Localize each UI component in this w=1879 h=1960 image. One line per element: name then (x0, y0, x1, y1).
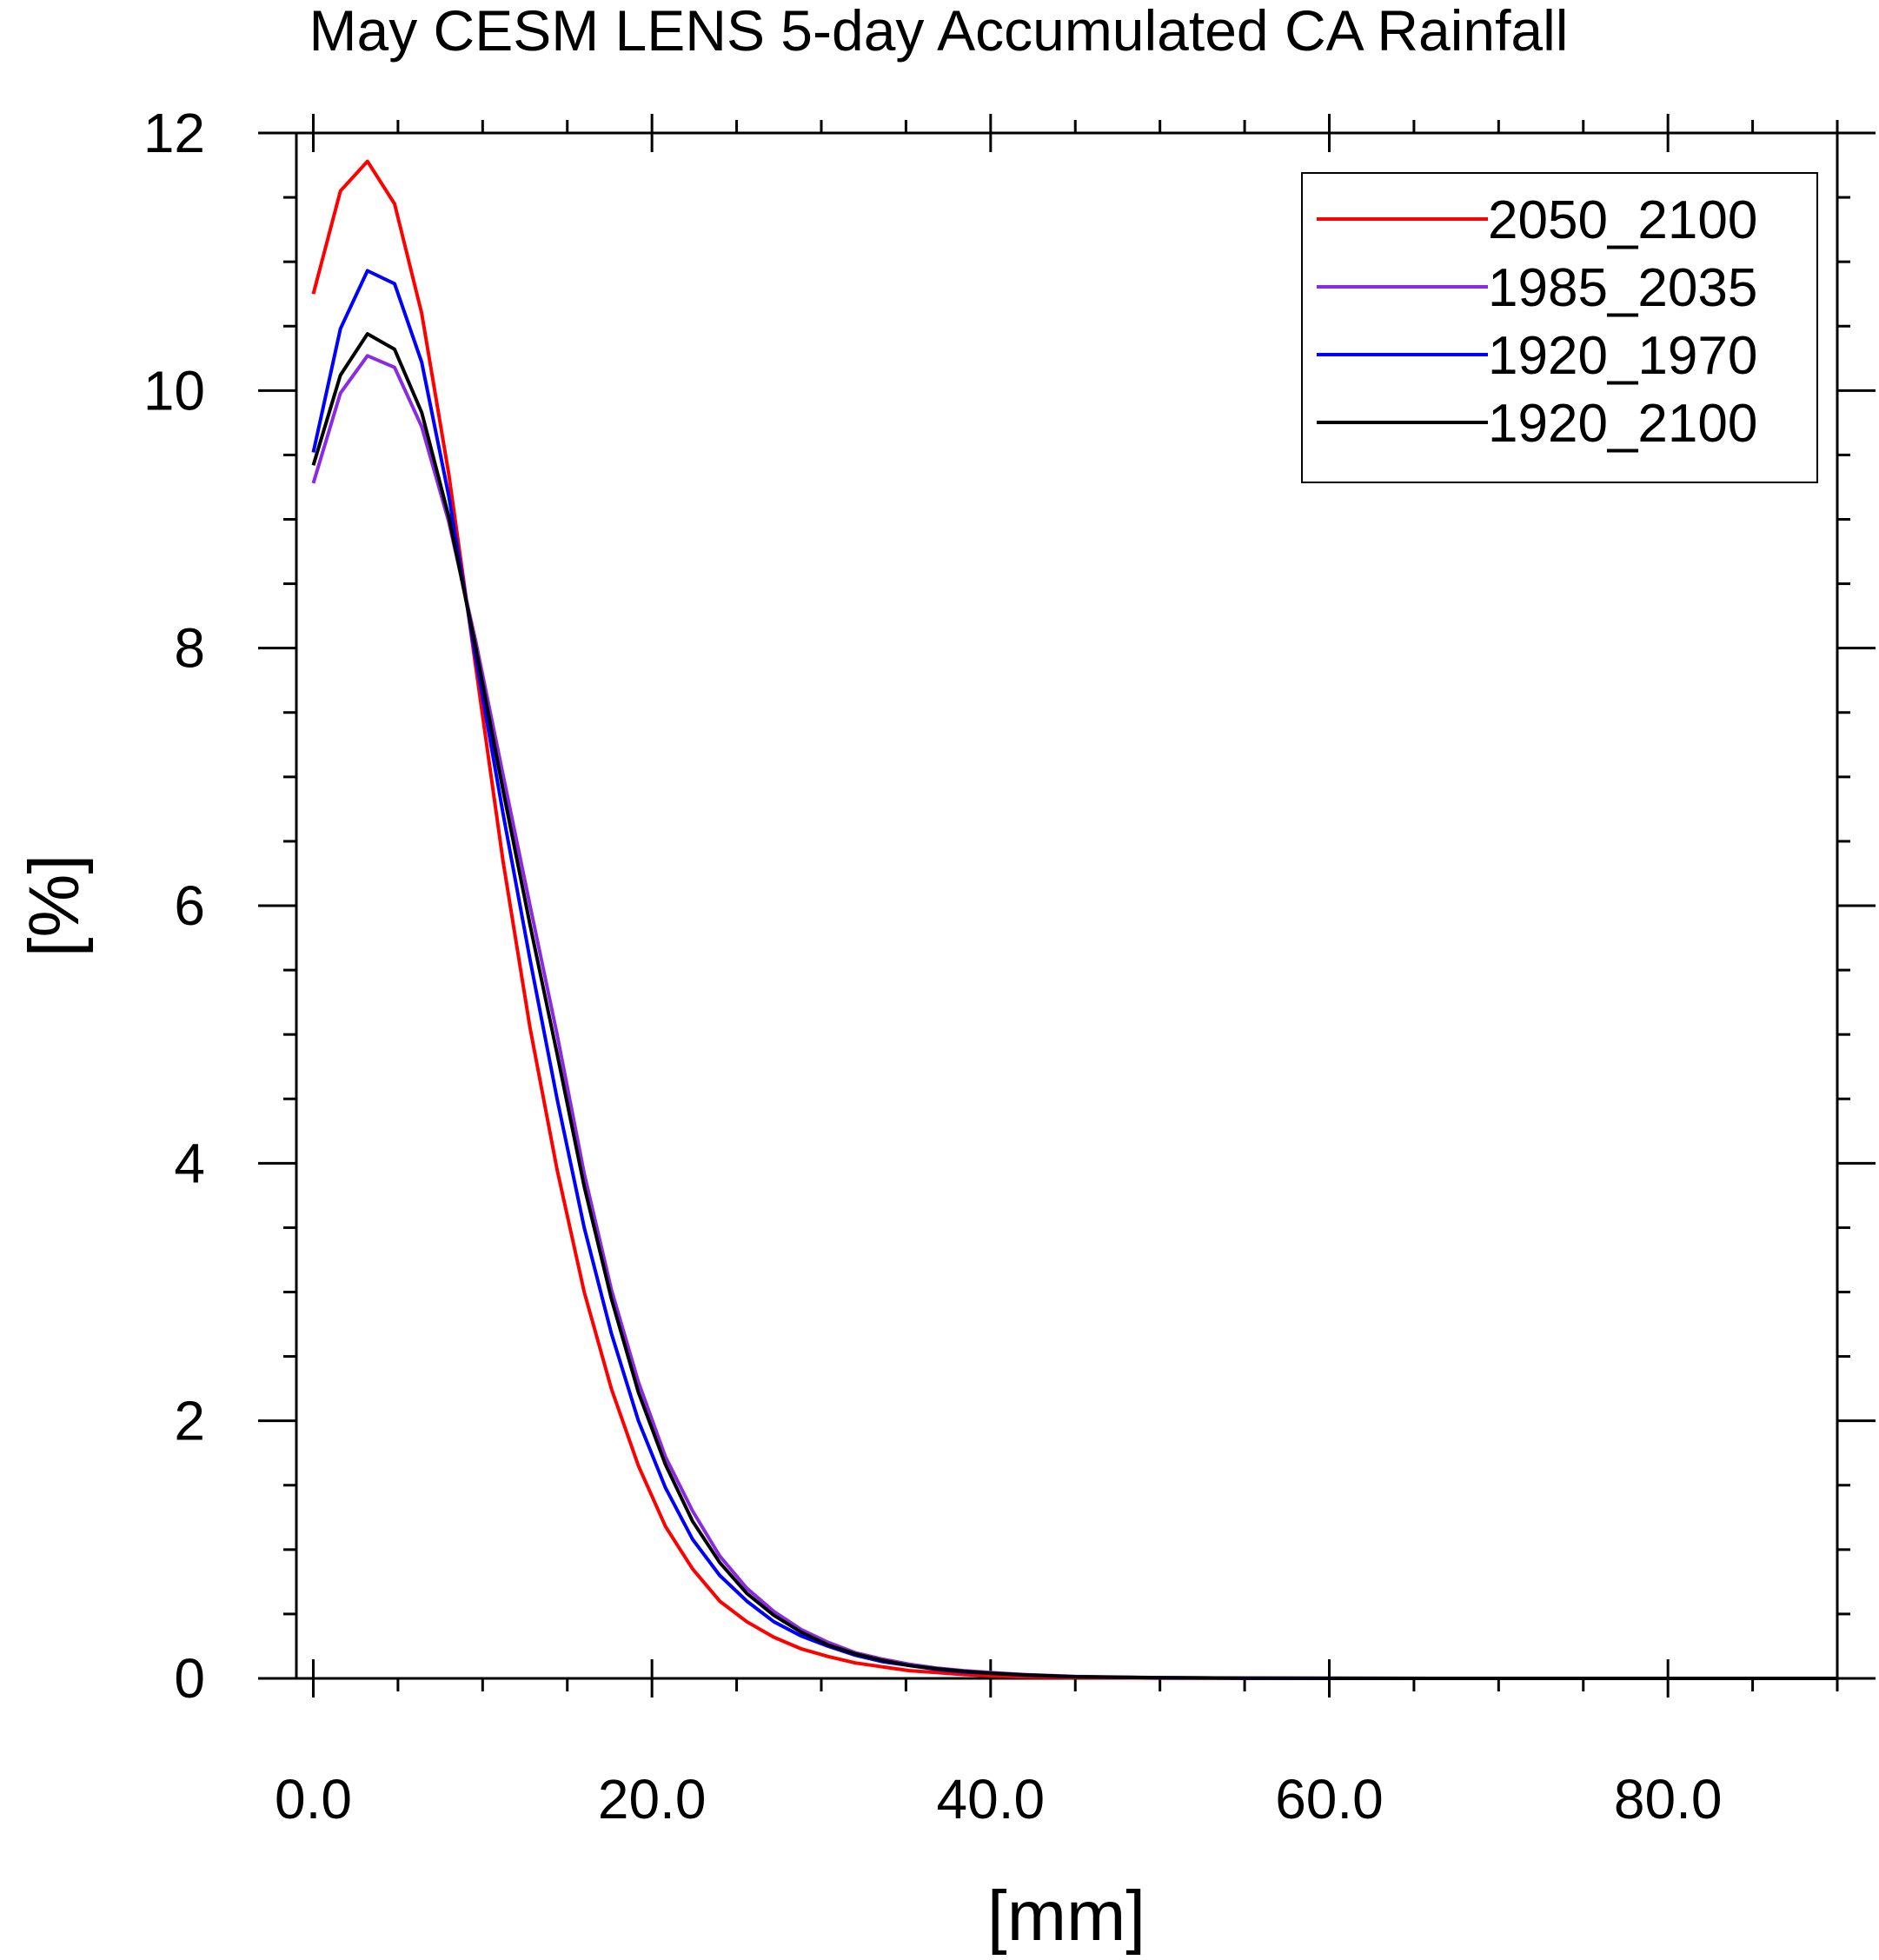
x-tick-label: 20.0 (598, 1768, 707, 1830)
y-tick-label: 2 (174, 1390, 205, 1452)
y-tick-label: 0 (174, 1647, 205, 1710)
y-axis-title: [%] (15, 854, 94, 957)
legend-label: 1920_2100 (1488, 394, 1757, 454)
x-tick-label: 60.0 (1275, 1768, 1384, 1830)
axis-tick-labels: 0.0 20.0 40.0 60.0 80.0 0 2 4 6 8 10 12 (143, 102, 1723, 1830)
legend-label: 2050_2100 (1488, 190, 1757, 250)
x-tick-label: 80.0 (1614, 1768, 1723, 1830)
series-line-1920_2100 (311, 332, 1837, 1680)
x-tick-label: 40.0 (937, 1768, 1046, 1830)
legend-box (1301, 172, 1818, 483)
legend-label: 1920_1970 (1488, 326, 1757, 386)
chart-title: May CESM LENS 5-day Accumulated CA Rainf… (309, 0, 1569, 63)
y-tick-label: 12 (143, 102, 205, 164)
y-tick-label: 10 (143, 359, 205, 422)
series-lines (311, 159, 1837, 1680)
x-axis-title: [mm] (987, 1877, 1145, 1956)
y-tick-label: 6 (174, 874, 205, 937)
legend: 2050_2100 1985_2035 1920_1970 1920_2100 (1301, 172, 1818, 483)
legend-label: 1985_2035 (1488, 258, 1757, 318)
axis-ticks (258, 114, 1876, 1698)
x-tick-label: 0.0 (275, 1768, 352, 1830)
y-tick-label: 4 (174, 1132, 205, 1194)
y-tick-label: 8 (174, 617, 205, 680)
